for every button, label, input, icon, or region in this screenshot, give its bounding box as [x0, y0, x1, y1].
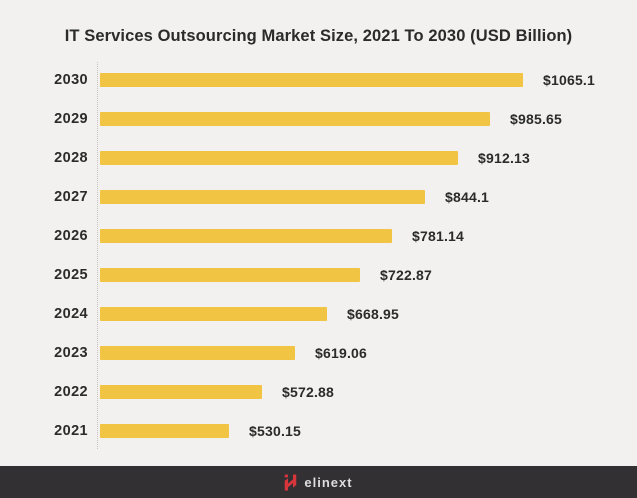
bar [100, 72, 523, 87]
bar-row: 2029 $985.65 [0, 99, 637, 138]
year-label: 2030 [54, 71, 88, 88]
year-label: 2026 [54, 227, 88, 244]
brand-name: elinext [304, 474, 353, 490]
value-label: $668.95 [347, 305, 400, 322]
year-label: 2021 [54, 422, 88, 439]
bar-row: 2025 $722.87 [0, 255, 637, 294]
value-label: $572.88 [282, 383, 335, 400]
bar-chart: 2030 $1065.1 2029 $985.65 2028 $912.13 2… [0, 60, 637, 450]
year-label: 2023 [54, 344, 88, 361]
year-label: 2022 [54, 383, 88, 400]
value-label: $722.87 [380, 266, 433, 283]
bar-rows: 2030 $1065.1 2029 $985.65 2028 $912.13 2… [0, 60, 637, 450]
year-label: 2025 [54, 266, 88, 283]
year-label: 2027 [54, 188, 88, 205]
value-label: $781.14 [412, 227, 465, 244]
bar-row: 2030 $1065.1 [0, 60, 637, 99]
chart-title: IT Services Outsourcing Market Size, 202… [64, 27, 573, 45]
bar [100, 150, 458, 165]
bar [100, 306, 327, 321]
bar [100, 384, 262, 399]
year-label: 2028 [54, 149, 88, 166]
y-axis-dotted-line [97, 62, 98, 449]
bar-row: 2021 $530.15 [0, 411, 637, 450]
bar-row: 2027 $844.1 [0, 177, 637, 216]
value-label: $912.13 [478, 149, 531, 166]
value-label: $844.1 [445, 188, 490, 205]
bar [100, 345, 295, 360]
bar-row: 2023 $619.06 [0, 333, 637, 372]
bar-row: 2026 $781.14 [0, 216, 637, 255]
bar [100, 228, 392, 243]
value-label: $619.06 [315, 344, 368, 361]
footer-bar: elinext [0, 466, 637, 498]
bar [100, 111, 490, 126]
year-label: 2029 [54, 110, 88, 127]
bar [100, 189, 425, 204]
value-label: $985.65 [510, 110, 563, 127]
value-label: $1065.1 [543, 71, 596, 88]
value-label: $530.15 [249, 422, 302, 439]
bar-row: 2022 $572.88 [0, 372, 637, 411]
year-label: 2024 [54, 305, 88, 322]
bar-row: 2024 $668.95 [0, 294, 637, 333]
bar [100, 423, 229, 438]
elinext-logo-icon [284, 474, 297, 491]
bar [100, 267, 360, 282]
bar-row: 2028 $912.13 [0, 138, 637, 177]
